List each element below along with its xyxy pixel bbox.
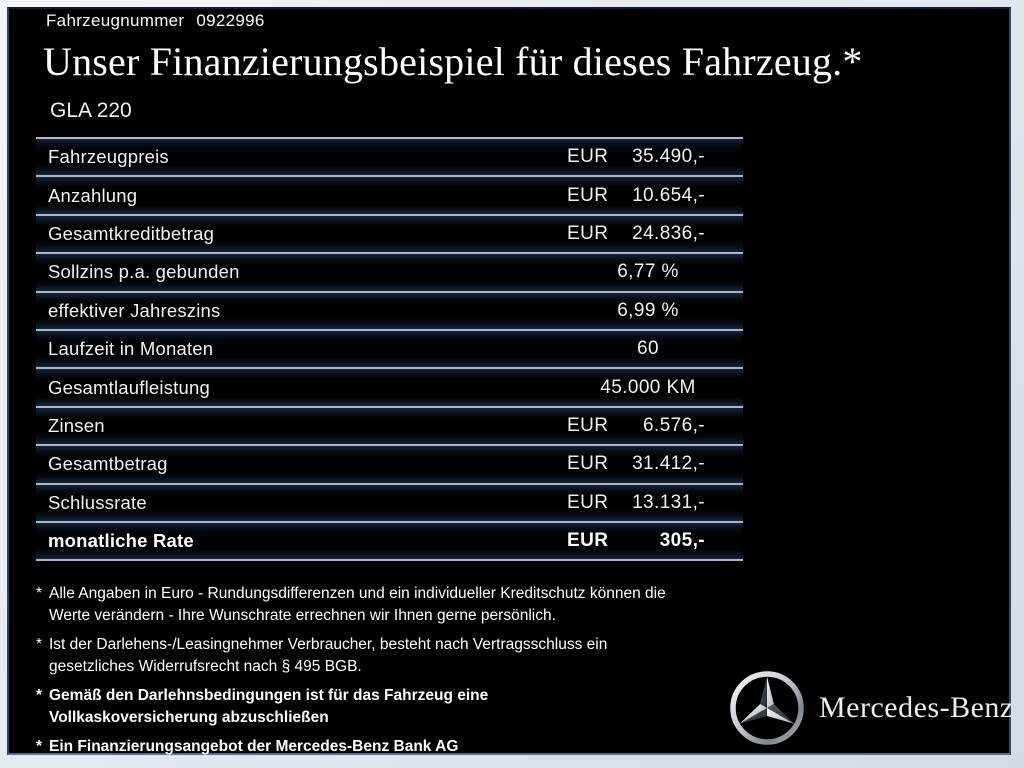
row-value: EUR 35.490,- bbox=[567, 139, 743, 175]
footnote-line: Gemäß den Darlehnsbedingungen ist für da… bbox=[49, 687, 489, 704]
currency-label: EUR bbox=[567, 453, 609, 475]
currency-label: EUR bbox=[567, 222, 609, 244]
amount-value: 13.131,- bbox=[632, 491, 705, 513]
footnote-line: Vollkaskoversicherung abzuschließen bbox=[49, 709, 329, 726]
footnote-line: Werte verändern - Ihre Wunschrate errech… bbox=[49, 607, 556, 624]
asterisk-marker: * bbox=[36, 687, 43, 704]
footnote-text: Gemäß den Darlehnsbedingungen ist für da… bbox=[49, 685, 488, 729]
asterisk-marker: * bbox=[36, 636, 43, 653]
row-value: EUR 13.131,- bbox=[567, 485, 743, 521]
table-row: monatliche Rate EUR 305,- bbox=[36, 520, 743, 560]
brand-area: Mercedes-Benz bbox=[729, 670, 1014, 746]
row-value: EUR 31.412,- bbox=[567, 446, 743, 482]
vehicle-model: GLA 220 bbox=[50, 99, 132, 122]
footnote-text: Ist der Darlehens-/Leasingnehmer Verbrau… bbox=[49, 634, 607, 678]
row-value: 6,99 % bbox=[567, 293, 743, 329]
row-label: Zinsen bbox=[48, 414, 105, 436]
currency-label: EUR bbox=[567, 530, 609, 552]
footnote-line: Ein Finanzierungsangebot der Mercedes-Be… bbox=[49, 738, 459, 755]
page-title: Unser Finanzierungsbeispiel für dieses F… bbox=[43, 39, 863, 84]
center-value: 45.000 KM bbox=[600, 376, 696, 398]
vehicle-number-value: 0922996 bbox=[196, 11, 265, 30]
footnote-line: Alle Angaben in Euro - Rundungsdifferenz… bbox=[49, 585, 666, 602]
row-label: Gesamtbetrag bbox=[48, 453, 168, 475]
table-row: Gesamtlaufleistung 45.000 KM bbox=[36, 367, 743, 406]
row-label: Anzahlung bbox=[48, 184, 138, 206]
footnote-line: Ist der Darlehens-/Leasingnehmer Verbrau… bbox=[49, 636, 608, 653]
footnote-text: Ein Finanzierungsangebot der Mercedes-Be… bbox=[49, 736, 458, 758]
amount-value: 6.576,- bbox=[643, 414, 705, 436]
footnote: * Ist der Darlehens-/Leasingnehmer Verbr… bbox=[36, 634, 766, 678]
table-row: Gesamtbetrag EUR 31.412,- bbox=[36, 444, 743, 483]
footnote-line: gesetzliches Widerrufsrecht nach § 495 B… bbox=[49, 658, 362, 675]
amount-value: 10.654,- bbox=[632, 184, 705, 206]
row-label: effektiver Jahreszins bbox=[48, 299, 221, 321]
footnote: * Gemäß den Darlehnsbedingungen ist für … bbox=[36, 685, 766, 729]
row-label: Laufzeit in Monaten bbox=[48, 338, 214, 360]
vehicle-number-label: Fahrzeugnummer bbox=[46, 11, 185, 30]
table-row: Fahrzeugpreis EUR 35.490,- bbox=[36, 137, 743, 176]
footnotes: * Alle Angaben in Euro - Rundungsdiffere… bbox=[36, 583, 766, 765]
table-row: Sollzins p.a. gebunden 6,77 % bbox=[36, 252, 743, 291]
row-label: monatliche Rate bbox=[48, 530, 194, 552]
row-label: Gesamtlaufleistung bbox=[48, 376, 210, 398]
row-label: Fahrzeugpreis bbox=[48, 146, 169, 168]
currency-label: EUR bbox=[567, 184, 609, 206]
center-value: 6,77 % bbox=[617, 261, 679, 283]
row-value: 45.000 KM bbox=[567, 369, 743, 405]
asterisk-marker: * bbox=[36, 585, 43, 602]
table-row: Zinsen EUR 6.576,- bbox=[36, 405, 743, 445]
amount-value: 35.490,- bbox=[632, 146, 705, 168]
table-row: Anzahlung EUR 10.654,- bbox=[36, 175, 743, 214]
center-value: 60 bbox=[637, 338, 659, 360]
table-row: effektiver Jahreszins 6,99 % bbox=[36, 290, 743, 329]
amount-value: 24.836,- bbox=[632, 222, 705, 244]
table-row: Gesamtkreditbetrag EUR 24.836,- bbox=[36, 213, 743, 253]
brand-logotype: Mercedes-Benz bbox=[819, 691, 1014, 724]
asterisk-marker: * bbox=[36, 738, 43, 755]
row-value: 60 bbox=[567, 331, 743, 367]
row-value: EUR 305,- bbox=[567, 523, 743, 559]
row-value: EUR 6.576,- bbox=[567, 408, 743, 444]
row-value: 6,77 % bbox=[567, 254, 743, 290]
amount-value: 305,- bbox=[659, 530, 705, 552]
row-value: EUR 24.836,- bbox=[567, 216, 743, 252]
row-label: Gesamtkreditbetrag bbox=[48, 222, 215, 244]
slide-content: Fahrzeugnummer 0922996 Unser Finanzierung… bbox=[9, 9, 1013, 755]
currency-label: EUR bbox=[567, 414, 609, 436]
table-row: Schlussrate EUR 13.131,- bbox=[36, 482, 743, 521]
finance-offer-slide: Fahrzeugnummer 0922996 Unser Finanzierung… bbox=[7, 7, 1013, 755]
currency-label: EUR bbox=[567, 491, 609, 513]
row-label: Sollzins p.a. gebunden bbox=[48, 261, 240, 283]
table-row: Laufzeit in Monaten 60 bbox=[36, 328, 743, 368]
currency-label: EUR bbox=[567, 146, 609, 168]
footnote: * Alle Angaben in Euro - Rundungsdiffere… bbox=[36, 583, 766, 627]
footnote-text: Alle Angaben in Euro - Rundungsdifferenz… bbox=[49, 583, 666, 627]
row-value: EUR 10.654,- bbox=[567, 177, 743, 213]
finance-table: Fahrzeugpreis EUR 35.490,- Anzahlung EUR… bbox=[36, 137, 743, 562]
center-value: 6,99 % bbox=[617, 299, 679, 321]
vehicle-number: Fahrzeugnummer 0922996 bbox=[46, 12, 265, 29]
amount-value: 31.412,- bbox=[632, 453, 705, 475]
footnote: * Ein Finanzierungsangebot der Mercedes-… bbox=[36, 736, 766, 758]
row-label: Schlussrate bbox=[48, 491, 147, 513]
mercedes-star-icon bbox=[730, 671, 804, 745]
